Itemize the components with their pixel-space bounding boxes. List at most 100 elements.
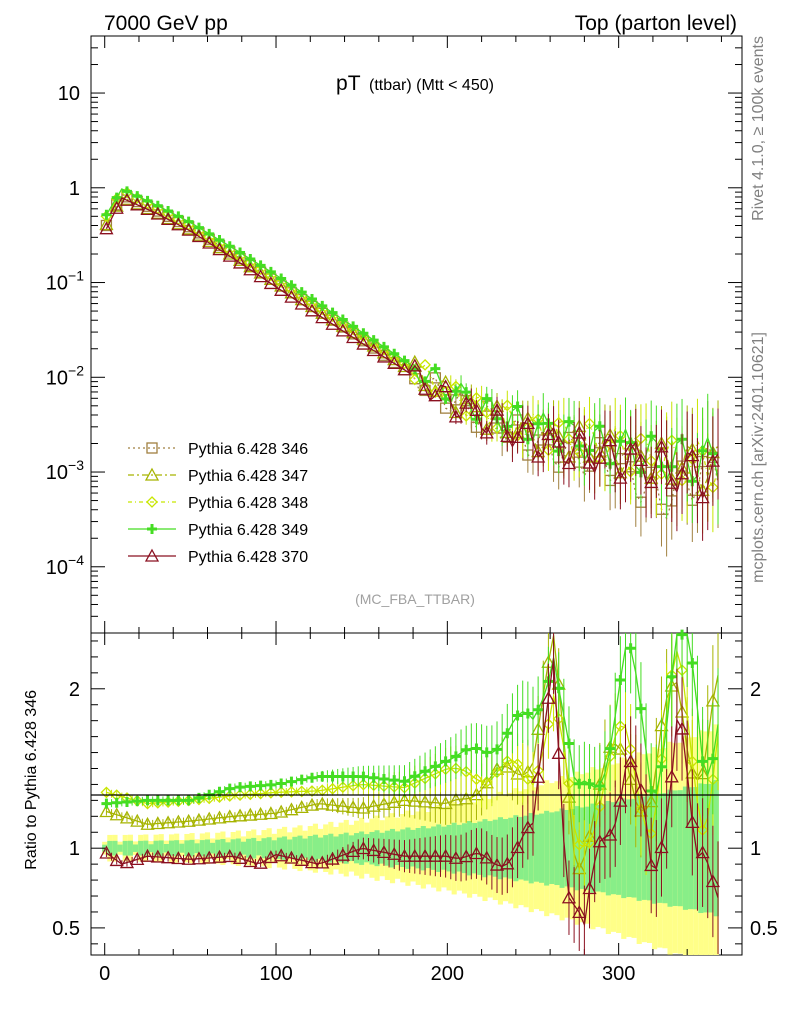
ratio-tick-label-left-2: 0.5	[52, 918, 80, 940]
legend-entry-2: Pythia 6.428 348	[128, 495, 308, 512]
ratio-band-green	[184, 840, 190, 857]
ratio-point	[502, 728, 513, 739]
ratio-series-2	[101, 629, 719, 842]
ratio-band-green	[338, 834, 344, 863]
ratio-point	[212, 810, 227, 824]
ratio-band-green	[374, 830, 380, 867]
ratio-point	[101, 798, 112, 809]
data-point	[479, 425, 494, 439]
ratio-band-green	[585, 806, 591, 890]
ratio-band-green	[616, 801, 622, 895]
ratio-band-green	[127, 840, 133, 856]
x-tick-label-1: 100	[259, 963, 292, 985]
ratio-point	[407, 848, 422, 862]
legend-marker	[146, 496, 158, 508]
ratio-point	[448, 792, 463, 806]
ratio-point	[501, 755, 514, 768]
ratio-band-green	[112, 840, 118, 856]
data-point	[633, 452, 649, 466]
ratio-band-green	[194, 843, 200, 854]
data-point	[460, 410, 473, 422]
ratio-point	[284, 850, 299, 864]
data-point	[171, 217, 186, 231]
data-point	[337, 314, 348, 325]
ratio-point	[245, 781, 256, 792]
ratio-point	[695, 845, 710, 859]
ratio-point	[295, 785, 308, 798]
data-point	[654, 439, 669, 453]
ratio-series	[99, 629, 720, 955]
legend-label: Pythia 6.428 370	[188, 549, 308, 566]
data-point	[160, 212, 176, 226]
data-point	[685, 448, 700, 462]
ratio-point	[685, 815, 700, 829]
ratio-point	[551, 745, 566, 759]
ratio-point	[304, 797, 320, 811]
ratio-point	[326, 782, 339, 795]
data-point	[705, 453, 720, 467]
ratio-point	[368, 772, 379, 783]
ratio-band-green	[523, 815, 529, 881]
ratio-point	[276, 778, 287, 789]
ratio-point	[265, 779, 276, 790]
ratio-point	[572, 905, 587, 919]
ratio-point	[140, 816, 155, 830]
ratio-band-green	[703, 783, 709, 913]
ratio-point	[491, 766, 503, 779]
ratio-point	[574, 778, 585, 789]
ratio-band-green	[621, 798, 627, 899]
legend-label: Pythia 6.428 349	[188, 522, 308, 539]
ratio-point	[346, 844, 361, 858]
ratio-point	[492, 744, 503, 755]
ratio-band-green	[554, 811, 560, 886]
ratio-point	[140, 848, 155, 862]
ratio-point	[417, 794, 433, 808]
ratio-band-green	[559, 808, 565, 888]
data-point	[512, 401, 523, 412]
ratio-band-green	[533, 814, 539, 882]
y-tick-label-5: 10−4	[46, 552, 84, 579]
data-point	[276, 273, 287, 284]
ratio-point	[389, 775, 400, 786]
data-point	[397, 362, 412, 376]
ratio-band-green	[333, 836, 339, 860]
data-point	[430, 363, 441, 374]
ratio-band-green	[467, 820, 473, 876]
ratio-band-green	[117, 844, 123, 852]
ratio-band-green	[713, 780, 719, 917]
data-point	[346, 330, 361, 344]
data-point	[263, 276, 278, 290]
ratio-point	[461, 744, 472, 755]
ratio-band-green	[682, 786, 689, 910]
ratio-point	[325, 797, 340, 811]
data-point	[101, 209, 112, 220]
ratio-point	[687, 658, 698, 669]
ratio-point	[173, 795, 184, 806]
data-point	[263, 272, 278, 286]
ratio-point	[294, 800, 309, 814]
data-point	[376, 349, 392, 363]
data-point	[615, 436, 626, 447]
ratio-band-green	[210, 842, 216, 854]
ratio-point	[614, 720, 627, 733]
ratio-point	[222, 849, 237, 863]
ratio-point	[121, 796, 132, 807]
data-point	[306, 293, 317, 304]
ratio-point	[376, 844, 392, 858]
data-point	[348, 321, 359, 332]
data-point	[335, 323, 350, 337]
plot-title-main: pT	[336, 72, 361, 95]
ratio-plot-frame	[90, 632, 743, 956]
ratio-point	[623, 754, 638, 768]
ratio-point	[635, 703, 646, 714]
ratio-point	[471, 743, 482, 754]
data-point	[697, 445, 708, 456]
data-point	[243, 262, 258, 276]
ratio-point	[592, 834, 607, 848]
ratio-point	[317, 771, 328, 782]
ratio-point	[644, 858, 659, 872]
ratio-point	[489, 857, 505, 871]
ratio-point	[263, 850, 278, 864]
ratio-band-green	[672, 790, 678, 906]
data-point	[541, 427, 556, 441]
